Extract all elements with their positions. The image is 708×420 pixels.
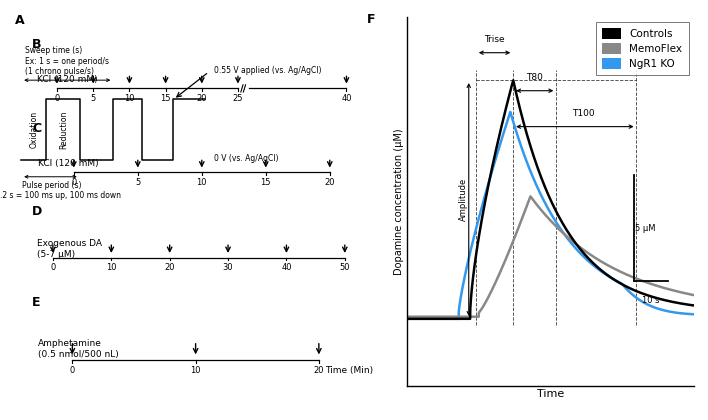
Text: Amphetamine
(0.5 nmol/500 nL): Amphetamine (0.5 nmol/500 nL) bbox=[38, 339, 119, 359]
Text: 20: 20 bbox=[164, 263, 175, 273]
Text: 15: 15 bbox=[160, 94, 171, 103]
Text: Reduction: Reduction bbox=[59, 110, 68, 149]
Text: 0: 0 bbox=[55, 94, 59, 103]
Text: 40: 40 bbox=[281, 263, 292, 273]
Text: A: A bbox=[15, 14, 25, 27]
Text: 20: 20 bbox=[324, 178, 335, 187]
Text: 10 s: 10 s bbox=[642, 296, 660, 304]
Text: 0: 0 bbox=[70, 366, 75, 375]
Text: 40: 40 bbox=[341, 94, 352, 103]
Text: 25: 25 bbox=[233, 94, 244, 103]
Text: Pulse period (s)
Ex: 0.2 s = 100 ms up, 100 ms down: Pulse period (s) Ex: 0.2 s = 100 ms up, … bbox=[0, 181, 121, 200]
Text: Amplitude: Amplitude bbox=[459, 178, 468, 221]
Text: 20: 20 bbox=[197, 94, 207, 103]
Text: 10: 10 bbox=[190, 366, 201, 375]
Text: 0: 0 bbox=[50, 263, 55, 273]
Text: 10: 10 bbox=[197, 178, 207, 187]
Text: T80: T80 bbox=[526, 73, 543, 82]
Text: Time (Min): Time (Min) bbox=[325, 366, 373, 375]
Text: T100: T100 bbox=[572, 109, 595, 118]
Text: 10: 10 bbox=[106, 263, 117, 273]
X-axis label: Time: Time bbox=[537, 389, 564, 399]
Text: 10: 10 bbox=[124, 94, 135, 103]
Text: 5 μM: 5 μM bbox=[635, 223, 656, 233]
Text: 0 V (vs. Ag/AgCl): 0 V (vs. Ag/AgCl) bbox=[214, 154, 279, 163]
Text: Sweep time (s)
Ex: 1 s = one period/s
(1 chrono pulse/s): Sweep time (s) Ex: 1 s = one period/s (1… bbox=[25, 46, 109, 76]
Text: 5: 5 bbox=[91, 94, 96, 103]
Text: C: C bbox=[32, 122, 41, 135]
Text: 50: 50 bbox=[340, 263, 350, 273]
Text: Trise: Trise bbox=[484, 35, 505, 44]
Text: 5: 5 bbox=[135, 178, 140, 187]
Text: 0.55 V applied (vs. Ag/AgCl): 0.55 V applied (vs. Ag/AgCl) bbox=[214, 66, 321, 75]
Text: 0: 0 bbox=[72, 178, 76, 187]
Text: Oxidation: Oxidation bbox=[29, 111, 38, 148]
Text: F: F bbox=[367, 13, 375, 26]
Text: 30: 30 bbox=[223, 263, 234, 273]
Text: B: B bbox=[32, 38, 42, 51]
Legend: Controls, MemoFlex, NgR1 KO: Controls, MemoFlex, NgR1 KO bbox=[596, 22, 689, 76]
Text: 20: 20 bbox=[314, 366, 324, 375]
Y-axis label: Dopamine concentration (μM): Dopamine concentration (μM) bbox=[394, 128, 404, 275]
Text: KCl (120 mM): KCl (120 mM) bbox=[38, 160, 98, 168]
Text: Exogenous DA
(5-7 μM): Exogenous DA (5-7 μM) bbox=[37, 239, 101, 259]
Text: 15: 15 bbox=[261, 178, 271, 187]
Text: KCl (120 mM): KCl (120 mM) bbox=[37, 76, 98, 84]
Text: E: E bbox=[32, 296, 40, 309]
Text: D: D bbox=[32, 205, 42, 218]
